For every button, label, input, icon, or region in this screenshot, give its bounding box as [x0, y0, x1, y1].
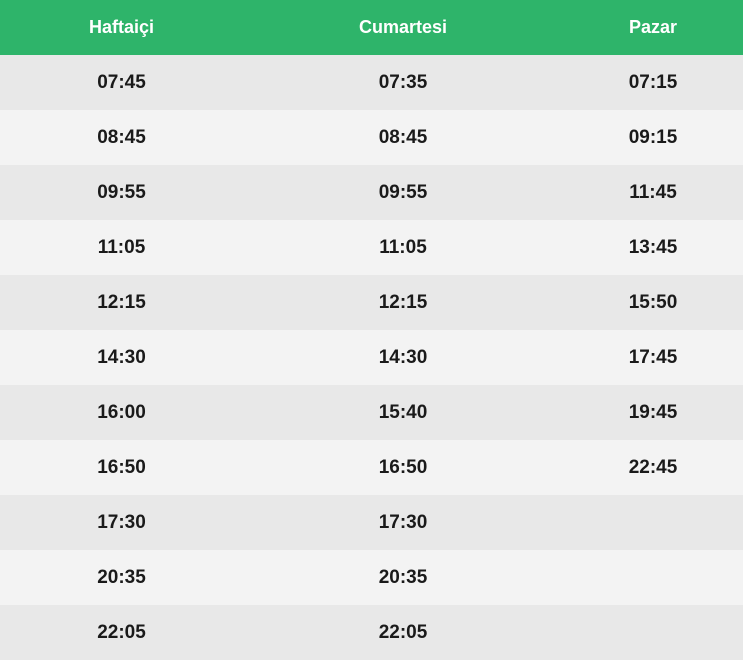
table-row: 22:05 22:05 [0, 605, 743, 660]
table-row: 07:45 07:35 07:15 [0, 55, 743, 110]
cell-saturday: 15:40 [243, 385, 563, 440]
header-weekday: Haftaiçi [0, 0, 243, 55]
cell-weekday: 11:05 [0, 220, 243, 275]
header-sunday: Pazar [563, 0, 743, 55]
cell-saturday: 11:05 [243, 220, 563, 275]
header-saturday: Cumartesi [243, 0, 563, 55]
cell-saturday: 22:05 [243, 605, 563, 660]
cell-saturday: 12:15 [243, 275, 563, 330]
cell-weekday: 12:15 [0, 275, 243, 330]
cell-weekday: 09:55 [0, 165, 243, 220]
cell-sunday: 22:45 [563, 440, 743, 495]
timetable-body: 07:45 07:35 07:15 08:45 08:45 09:15 09:55 09:55… [0, 55, 743, 660]
table-row: 11:05 11:05 13:45 [0, 220, 743, 275]
cell-weekday: 08:45 [0, 110, 243, 165]
cell-weekday: 16:00 [0, 385, 243, 440]
cell-sunday: 13:45 [563, 220, 743, 275]
table-row: 16:50 16:50 22:45 [0, 440, 743, 495]
cell-saturday: 16:50 [243, 440, 563, 495]
cell-sunday: 19:45 [563, 385, 743, 440]
cell-saturday: 17:30 [243, 495, 563, 550]
header-row: Haftaiçi Cumartesi Pazar [0, 0, 743, 55]
cell-weekday: 17:30 [0, 495, 243, 550]
cell-sunday [563, 495, 743, 550]
cell-sunday [563, 550, 743, 605]
cell-sunday: 15:50 [563, 275, 743, 330]
cell-sunday [563, 605, 743, 660]
cell-saturday: 09:55 [243, 165, 563, 220]
table-row: 16:00 15:40 19:45 [0, 385, 743, 440]
cell-weekday: 07:45 [0, 55, 243, 110]
cell-sunday: 07:15 [563, 55, 743, 110]
table-row: 14:30 14:30 17:45 [0, 330, 743, 385]
cell-sunday: 09:15 [563, 110, 743, 165]
cell-saturday: 07:35 [243, 55, 563, 110]
table-row: 17:30 17:30 [0, 495, 743, 550]
cell-weekday: 14:30 [0, 330, 243, 385]
table-row: 12:15 12:15 15:50 [0, 275, 743, 330]
table-row: 08:45 08:45 09:15 [0, 110, 743, 165]
cell-saturday: 20:35 [243, 550, 563, 605]
timetable-header: Haftaiçi Cumartesi Pazar [0, 0, 743, 55]
cell-weekday: 16:50 [0, 440, 243, 495]
cell-weekday: 20:35 [0, 550, 243, 605]
cell-sunday: 17:45 [563, 330, 743, 385]
cell-weekday: 22:05 [0, 605, 243, 660]
cell-saturday: 08:45 [243, 110, 563, 165]
table-row: 20:35 20:35 [0, 550, 743, 605]
cell-sunday: 11:45 [563, 165, 743, 220]
cell-saturday: 14:30 [243, 330, 563, 385]
table-row: 09:55 09:55 11:45 [0, 165, 743, 220]
